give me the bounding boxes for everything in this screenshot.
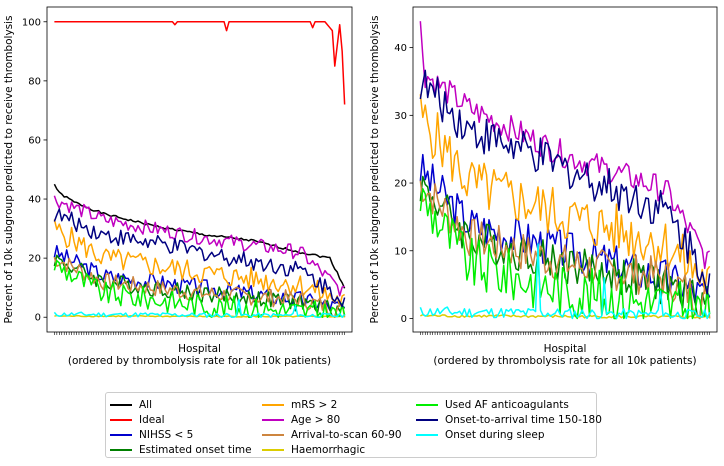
legend-entry-estimated-onset-time: Estimated onset time [110,442,252,457]
y-tick-label: 30 [394,111,407,122]
y-tick-label: 100 [22,17,41,28]
legend-label: Arrival-to-scan 60-90 [291,428,402,441]
x-axis-label: Hospital (ordered by thrombolysis rate fo… [68,343,331,367]
legend-label: Ideal [139,413,165,426]
legend-swatch [262,433,284,436]
legend-label: NIHSS < 5 [139,428,194,441]
legend-swatch [416,433,438,436]
series-line-haemorrhagic [54,314,345,318]
series-line-ideal [54,21,346,105]
legend-label: All [139,398,153,411]
legend-entry-haemorrhagic: Haemorrhagic [262,442,365,457]
series-line-arrival-to-scan-60-90 [419,180,711,320]
left-plot: 0 20 40 60 80 100 Hospital (ordered by thrombol… [3,6,353,367]
series-lines [53,21,346,318]
legend-swatch [110,433,132,436]
legend-entry-mrs-2: mRS > 2 [262,397,337,412]
legend-entry-age-80: Age > 80 [262,412,340,427]
legend-swatch [110,418,132,421]
series-line-haemorrhagic [419,313,711,319]
y-tick-label: 0 [35,313,41,324]
y-tick-label: 20 [28,254,41,265]
legend-label: Haemorrhagic [291,443,366,456]
series-line-onset-to-arrival-time-150-180 [419,69,711,295]
series-line-onset-during-sleep [53,298,346,318]
legend-swatch [110,448,132,451]
x-tick-marks [54,332,345,335]
legend-swatch [416,403,438,406]
y-tick-label: 60 [28,135,41,146]
y-tick-label: 10 [394,246,407,257]
y-tick-label: 80 [28,76,41,87]
legend-label: Onset-to-arrival time 150-180 [445,413,602,426]
legend: All Ideal NIHSS < 5 Estimated onset time mRS… [105,392,602,458]
series-line-mrs-2 [53,219,346,308]
y-tick-label: 40 [28,195,41,206]
y-tick-label: 40 [394,43,407,54]
series-line-arrival-to-scan-60-90 [53,256,346,318]
series-line-onset-to-arrival-time-150-180 [53,208,346,308]
y-axis-label: Percent of 10k subgroup predicted to rec… [3,15,15,323]
y-tick-label: 20 [394,179,407,190]
legend-swatch [262,448,284,451]
legend-swatch [262,403,284,406]
legend-entry-arrival-to-scan-60-90: Arrival-to-scan 60-90 [262,427,402,442]
series-line-used-af-anticoagulants [53,259,346,318]
legend-swatch [416,418,438,421]
series-line-mrs-2 [419,94,711,295]
series-lines [419,21,711,320]
legend-entry-nihss-5: NIHSS < 5 [110,427,193,442]
y-axis-label: Percent of 10k subgroup predicted to rec… [369,15,381,323]
series-line-used-af-anticoagulants [419,188,711,320]
legend-swatch [110,403,132,406]
legend-entry-all: All [110,397,152,412]
legend-label: Estimated onset time [139,443,252,456]
x-axis-label: Hospital (ordered by thrombolysis rate fo… [433,343,696,367]
legend-swatch [262,418,284,421]
legend-label: Used AF anticoagulants [445,398,569,411]
legend-label: mRS > 2 [291,398,338,411]
legend-entry-onset-during-sleep: Onset during sleep [416,427,545,442]
legend-label: Age > 80 [291,413,341,426]
y-tick-label: 0 [401,314,407,325]
series-line-age-80 [53,195,345,297]
plot-frame [46,6,353,333]
legend-entry-used-af-anticoagulants: Used AF anticoagulants [416,397,569,412]
right-plot: 0 10 20 30 40 Hospital (ordered by thrombolysi… [369,6,718,367]
series-line-onset-during-sleep [419,243,711,320]
legend-label: Onset during sleep [445,428,545,441]
series-line-all [53,183,346,289]
legend-entry-onset-to-arrival-time-150-180: Onset-to-arrival time 150-180 [416,412,602,427]
legend-entry-ideal: Ideal [110,412,165,427]
x-tick-marks [420,332,710,335]
